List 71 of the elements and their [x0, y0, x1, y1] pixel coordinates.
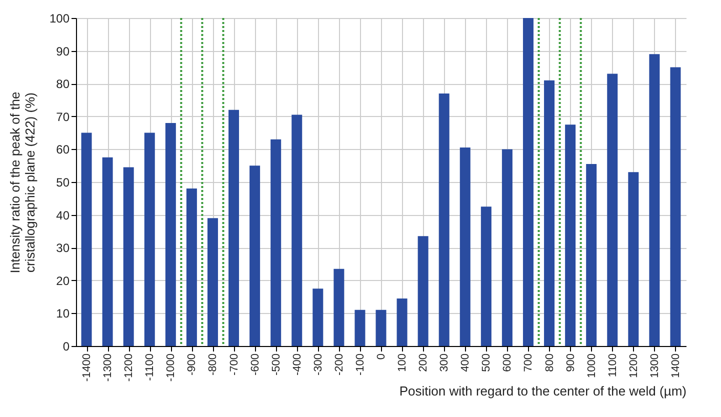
bar: [628, 172, 639, 346]
y-tick-label: 60: [56, 142, 70, 157]
bar: [649, 54, 660, 346]
bar: [207, 218, 218, 346]
x-tick-label: -200: [333, 354, 346, 376]
y-tick-label: 20: [56, 274, 70, 288]
bar: [123, 167, 134, 346]
x-tick-label: 200: [418, 354, 430, 372]
x-tick-label: -800: [207, 354, 220, 376]
x-tick-label: -500: [270, 354, 282, 376]
y-tick-label: 70: [56, 110, 70, 124]
bar: [376, 310, 386, 346]
x-tick-label: -700: [228, 354, 240, 376]
x-tick-label: 300: [438, 354, 451, 372]
y-tick-label: 100: [49, 12, 70, 26]
x-tick-label: 500: [480, 354, 493, 372]
bar: [670, 67, 681, 346]
bar: [81, 132, 92, 346]
bar: [334, 268, 344, 346]
x-tick-label: -100: [354, 354, 366, 376]
x-tick-label: 1300: [648, 354, 661, 378]
x-tick-label: -1300: [102, 354, 114, 382]
y-tick-label: 10: [56, 306, 70, 321]
x-tick-label: 1100: [606, 354, 619, 378]
bar: [165, 122, 176, 346]
y-tick-label: 50: [56, 176, 70, 190]
x-tick-label: 900: [564, 354, 577, 372]
x-tick-label: -900: [186, 354, 198, 376]
bar: [102, 157, 113, 346]
bar: [480, 206, 492, 346]
bar: [438, 93, 450, 346]
y-axis-title: Intensity ratio of the peak of the cristallographic plane (422) (%): [7, 92, 38, 274]
x-tick-label: -600: [249, 354, 262, 376]
bar: [607, 74, 618, 346]
bar: [228, 110, 240, 346]
bar: [502, 149, 512, 346]
bar: [396, 298, 408, 346]
y-tick-label: 90: [56, 44, 70, 58]
bar: [270, 139, 282, 346]
x-axis-title: Position with regard to the center of the weld (µm): [399, 384, 686, 399]
y-tick-label: 80: [56, 77, 70, 92]
x-tick-label: -1000: [165, 354, 178, 382]
x-tick-label: 800: [544, 354, 556, 372]
bar: [144, 132, 155, 346]
bar: [250, 166, 260, 346]
x-tick-label: 100: [396, 354, 409, 372]
x-tick-label: 1000: [586, 354, 598, 378]
x-tick-label: -1200: [123, 354, 136, 382]
bar: [544, 80, 555, 346]
y-tick-label: 40: [56, 208, 70, 222]
x-tick-label: -300: [312, 354, 324, 376]
x-tick-label: 1200: [628, 354, 640, 378]
x-tick-label: 400: [460, 354, 472, 372]
bar: [312, 288, 324, 346]
bar: [418, 236, 428, 346]
bar: [586, 164, 597, 346]
bar: [460, 148, 470, 346]
bar: [354, 310, 366, 346]
x-tick-label: -1400: [81, 354, 94, 382]
x-tick-label: 600: [502, 354, 514, 372]
x-tick-label: 700: [522, 354, 535, 372]
bar: [565, 124, 576, 346]
x-tick-label: 1400: [670, 354, 682, 378]
y-tick-label: 30: [56, 241, 70, 256]
x-tick-label: -400: [291, 354, 304, 376]
x-tick-label: -1100: [144, 354, 156, 381]
bar: [292, 114, 302, 346]
x-tick-label: 0: [376, 354, 388, 360]
bar: [522, 18, 534, 346]
y-tick-label: 0: [62, 340, 70, 354]
bar: [186, 188, 197, 346]
